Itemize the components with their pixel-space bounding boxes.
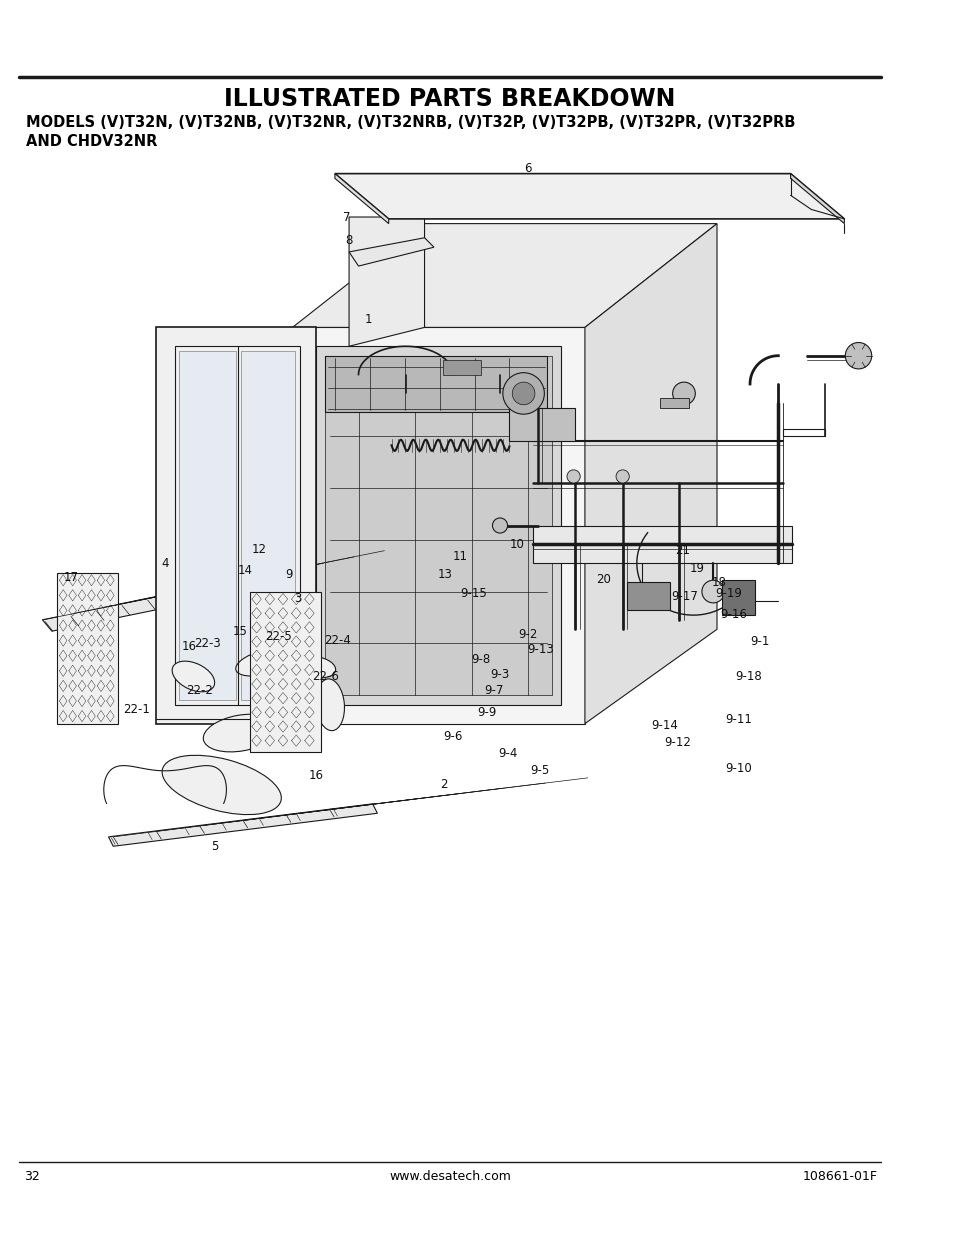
Text: 20: 20 [596,573,611,585]
Ellipse shape [203,714,277,752]
Polygon shape [509,408,575,441]
Text: 9-16: 9-16 [720,608,746,621]
Text: 9-17: 9-17 [671,590,698,603]
Polygon shape [443,361,480,374]
Text: 22-6: 22-6 [312,669,338,683]
Text: 9-9: 9-9 [476,706,496,719]
Text: AND CHDV32NR: AND CHDV32NR [27,135,157,149]
Text: 22-4: 22-4 [324,634,351,647]
Circle shape [566,469,579,483]
Text: 9: 9 [285,568,293,582]
Text: 9-18: 9-18 [734,669,760,683]
Text: 9-8: 9-8 [471,653,490,666]
Text: 14: 14 [237,564,253,577]
Text: 9-3: 9-3 [490,668,509,680]
Polygon shape [790,174,843,224]
Circle shape [502,373,544,414]
Text: 16: 16 [308,769,323,782]
Text: 13: 13 [437,568,453,582]
Text: 12: 12 [252,542,267,556]
Ellipse shape [315,679,344,731]
Text: 9-2: 9-2 [518,629,537,641]
Ellipse shape [172,661,214,692]
Text: 9-14: 9-14 [651,719,678,732]
Text: 16: 16 [181,640,196,653]
Text: 8: 8 [345,235,353,247]
Circle shape [701,580,723,603]
Polygon shape [659,398,688,408]
Text: 3: 3 [294,592,301,605]
Text: 21: 21 [675,545,690,557]
Polygon shape [293,224,717,327]
Text: 9-5: 9-5 [530,764,549,777]
Text: 22-1: 22-1 [123,703,150,716]
Text: 9-12: 9-12 [663,736,690,748]
Ellipse shape [296,656,335,678]
Text: 19: 19 [689,562,704,576]
Circle shape [844,342,871,369]
Polygon shape [155,327,315,724]
Text: 32: 32 [24,1170,39,1183]
Polygon shape [627,582,669,610]
Text: 22-5: 22-5 [265,630,292,643]
Text: 108661-01F: 108661-01F [801,1170,877,1183]
Circle shape [492,517,507,534]
Text: 10: 10 [509,538,524,551]
Text: 7: 7 [343,210,351,224]
Polygon shape [584,224,717,724]
Polygon shape [349,217,424,346]
Text: 9-11: 9-11 [724,714,751,726]
Polygon shape [109,804,377,846]
Polygon shape [721,580,754,615]
Text: 9-15: 9-15 [459,587,486,600]
Text: 9-4: 9-4 [497,747,517,761]
Text: ILLUSTRATED PARTS BREAKDOWN: ILLUSTRATED PARTS BREAKDOWN [224,88,675,111]
Text: 1: 1 [364,314,372,326]
Circle shape [616,469,629,483]
Polygon shape [43,582,235,631]
Polygon shape [56,573,118,724]
Polygon shape [349,238,434,266]
Text: 9-7: 9-7 [484,684,503,697]
Polygon shape [325,356,547,412]
Polygon shape [240,351,295,700]
Polygon shape [315,346,560,705]
Circle shape [512,382,535,405]
Polygon shape [179,351,235,700]
Polygon shape [335,174,843,219]
Ellipse shape [162,756,281,815]
Text: 4: 4 [161,557,169,569]
Text: www.desatech.com: www.desatech.com [389,1170,511,1183]
Polygon shape [250,592,320,752]
Polygon shape [335,174,388,224]
Circle shape [672,382,695,405]
Text: 11: 11 [453,550,467,563]
Text: 9-6: 9-6 [443,730,462,743]
Text: 15: 15 [232,625,247,637]
Text: 2: 2 [439,778,447,792]
Text: 9-13: 9-13 [527,642,554,656]
Text: 22-2: 22-2 [187,684,213,697]
Text: 18: 18 [711,576,725,589]
Text: 9-1: 9-1 [750,635,769,648]
Text: 9-19: 9-19 [714,587,741,600]
Text: 9-10: 9-10 [724,762,751,776]
Ellipse shape [235,648,293,676]
Text: 22-3: 22-3 [194,637,221,650]
Polygon shape [325,356,552,695]
Text: 5: 5 [212,840,218,853]
Polygon shape [533,526,792,563]
Text: 6: 6 [524,162,532,175]
Text: MODELS (V)T32N, (V)T32NB, (V)T32NR, (V)T32NRB, (V)T32P, (V)T32PB, (V)T32PR, (V)T: MODELS (V)T32N, (V)T32NB, (V)T32NR, (V)T… [27,115,795,130]
Polygon shape [293,327,584,724]
Text: 17: 17 [63,571,78,584]
